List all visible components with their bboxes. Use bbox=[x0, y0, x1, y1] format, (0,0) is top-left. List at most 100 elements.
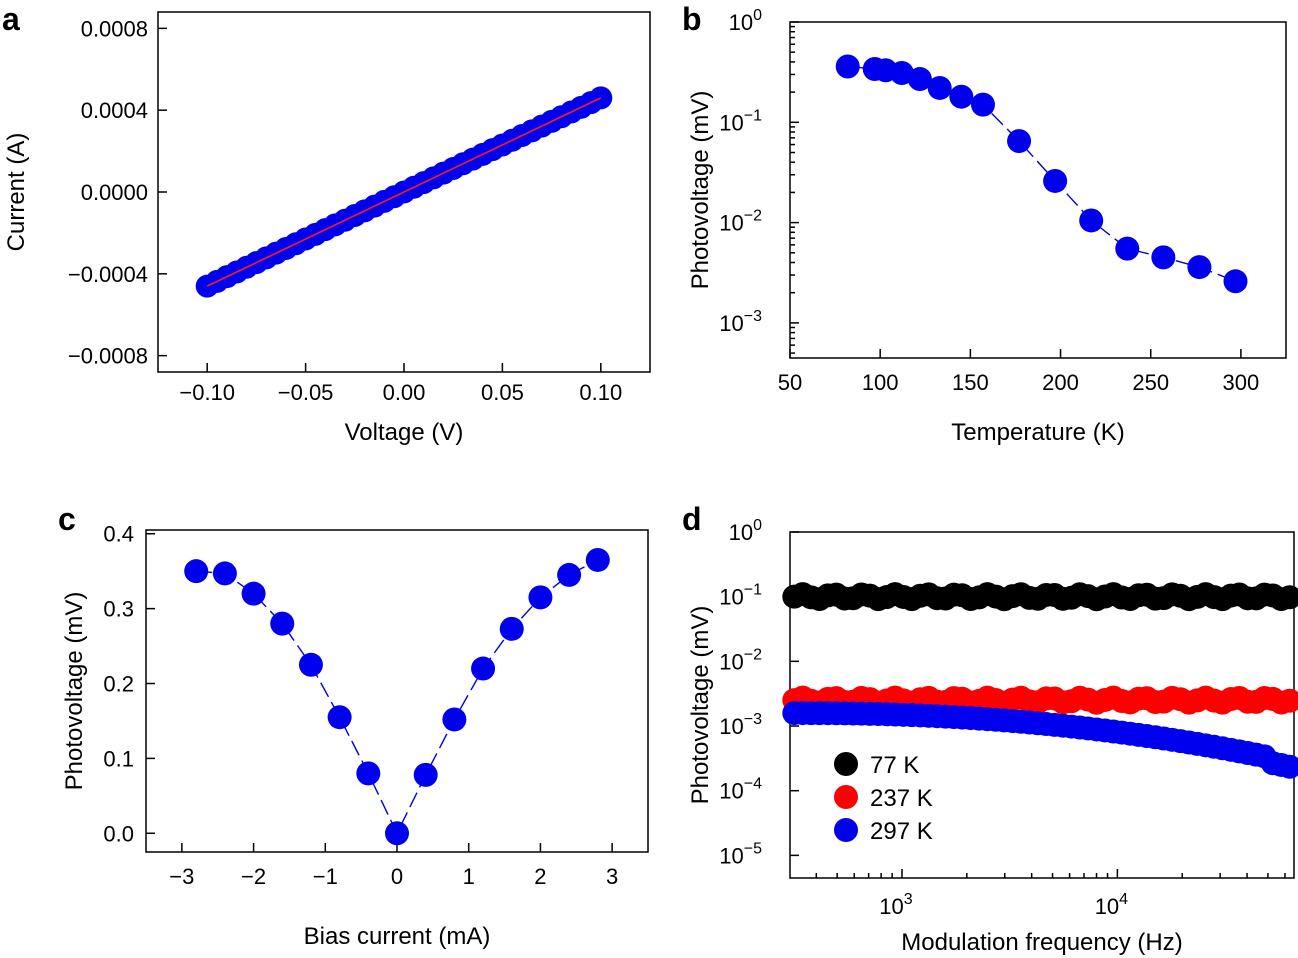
panel-b-data-point bbox=[835, 54, 860, 79]
panel-c-x-tick-label: 2 bbox=[534, 864, 546, 889]
panel-b-data-point bbox=[1187, 255, 1212, 280]
panel-c-data-point bbox=[298, 652, 323, 677]
panel-a: a −0.10 −0.05 0.00 0.05 0.10 −0.0008 −0.0004 0.… bbox=[2, 1, 651, 446]
panel-b-y-tick-label: 100 bbox=[729, 7, 762, 35]
panel-c: c −3 −2 −1 0 1 2 3 0.0 0.1 0.2 0.3 0.4 Bias current … bbox=[58, 501, 649, 950]
panel-c-data-point bbox=[241, 581, 266, 606]
panel-d-y-tick-label: 10−5 bbox=[719, 840, 762, 868]
panel-d-legend-marker bbox=[834, 785, 858, 809]
panel-d-plot-area: 103 104 10−5 10−4 10−3 10−2 10−1 100 Modulation … bbox=[687, 517, 1298, 956]
panel-d-x-tick-label: 103 bbox=[879, 891, 912, 919]
panel-c-data-point bbox=[499, 616, 524, 641]
panel-d-legend-marker bbox=[834, 818, 858, 842]
panel-b-x-tick-label: 150 bbox=[952, 370, 989, 395]
panel-d-letter: d bbox=[682, 501, 702, 537]
panel-b-plot-area: 50 100 150 200 250 300 10−3 10−2 10−1 100 Temperat… bbox=[687, 7, 1287, 446]
panel-b-letter: b bbox=[682, 1, 702, 37]
panel-b-data-point bbox=[970, 92, 995, 117]
panel-a-x-tick-label: 0.05 bbox=[481, 380, 524, 405]
panel-b-data-point bbox=[1223, 269, 1248, 294]
panel-a-y-axis-title: Current (A) bbox=[3, 133, 30, 252]
panel-d-y-axis-title: Photovoltage (mV) bbox=[687, 606, 714, 805]
panel-d-y-tick-label: 10−1 bbox=[719, 582, 762, 610]
panel-b-y-tick-label: 10−1 bbox=[719, 107, 762, 135]
panel-c-data-point bbox=[327, 705, 352, 730]
panel-d-data-point bbox=[1277, 688, 1298, 713]
panel-d-legend-label: 297 K bbox=[870, 818, 933, 845]
panel-c-data-point bbox=[528, 585, 553, 610]
panel-c-data-point bbox=[442, 707, 467, 732]
panel-b-data-point bbox=[949, 84, 974, 109]
panel-d-y-tick-label: 10−4 bbox=[719, 776, 762, 804]
panel-b-y-tick-label: 10−2 bbox=[719, 208, 762, 236]
panel-c-plot-area: −3 −2 −1 0 1 2 3 0.0 0.1 0.2 0.3 0.4 Bias current (m… bbox=[61, 522, 649, 950]
panel-c-data-point bbox=[557, 562, 582, 587]
panel-c-data-point bbox=[385, 821, 409, 846]
panel-c-data-point bbox=[413, 762, 438, 787]
panel-c-data-point bbox=[270, 611, 295, 636]
panel-c-x-tick-label: 3 bbox=[606, 864, 618, 889]
panel-c-y-tick-label: 0.4 bbox=[103, 522, 134, 547]
panel-a-plot-area: −0.10 −0.05 0.00 0.05 0.10 −0.0008 −0.0004 0.00… bbox=[3, 11, 651, 446]
panel-a-y-tick-label: −0.0008 bbox=[68, 344, 148, 369]
panel-d-legend-label: 77 K bbox=[870, 752, 919, 779]
panel-b-series-line bbox=[847, 65, 1236, 282]
panel-b-x-axis-title: Temperature (K) bbox=[951, 419, 1124, 446]
panel-c-y-tick-label: 0.1 bbox=[103, 746, 134, 771]
panel-a-x-axis-title: Voltage (V) bbox=[345, 419, 464, 446]
panel-c-letter: c bbox=[58, 501, 76, 537]
panel-b-x-tick-label: 200 bbox=[1042, 370, 1079, 395]
panel-a-letter: a bbox=[2, 1, 20, 37]
panel-c-y-tick-label: 0.2 bbox=[103, 672, 134, 697]
panel-d-legend-marker bbox=[834, 752, 858, 776]
panel-b-data-point bbox=[1151, 245, 1176, 270]
panel-d-x-axis-title: Modulation frequency (Hz) bbox=[901, 929, 1182, 956]
panel-c-data-point bbox=[585, 547, 610, 572]
panel-c-x-tick-label: 1 bbox=[463, 864, 475, 889]
panel-b-data-point bbox=[1079, 208, 1104, 233]
panel-b-data-point bbox=[927, 75, 952, 100]
panel-c-y-tick-label: 0.0 bbox=[103, 821, 134, 846]
panel-b-data-point bbox=[907, 67, 932, 92]
panel-c-x-tick-label: −2 bbox=[241, 864, 266, 889]
panel-b: b 50 100 150 200 250 300 10−3 10−2 10−1 100 Temper… bbox=[682, 1, 1287, 446]
panel-c-x-tick-label: −3 bbox=[169, 864, 194, 889]
panel-b-data-point bbox=[1007, 129, 1032, 154]
panel-a-y-tick-label: 0.0000 bbox=[81, 180, 148, 205]
panel-b-axes-frame bbox=[789, 21, 1287, 359]
panel-c-x-tick-label: −1 bbox=[313, 864, 338, 889]
panel-c-x-axis-title: Bias current (mA) bbox=[304, 923, 491, 950]
panel-b-x-tick-label: 300 bbox=[1223, 370, 1260, 395]
panel-d-y-tick-label: 100 bbox=[729, 517, 762, 545]
panel-c-x-tick-label: 0 bbox=[391, 864, 403, 889]
panel-a-y-tick-label: −0.0004 bbox=[68, 262, 148, 287]
panel-b-data-point bbox=[1043, 168, 1068, 193]
panel-b-x-tick-label: 250 bbox=[1132, 370, 1169, 395]
panel-b-data-point bbox=[889, 61, 914, 86]
panel-a-x-tick-label: −0.10 bbox=[179, 380, 235, 405]
panel-d: d 103 104 10−5 10−4 10−3 10−2 10−1 100 Modulatio… bbox=[682, 501, 1298, 956]
panel-d-legend-label: 237 K bbox=[870, 785, 933, 812]
panel-c-y-axis-title: Photovoltage (mV) bbox=[61, 592, 88, 791]
panel-a-fit-line bbox=[206, 97, 602, 287]
panel-a-x-tick-label: 0.00 bbox=[383, 380, 426, 405]
panel-d-data-point bbox=[1277, 585, 1298, 610]
panel-c-data-point bbox=[356, 761, 381, 786]
panel-b-x-tick-label: 50 bbox=[778, 370, 802, 395]
panel-a-y-tick-label: 0.0004 bbox=[81, 98, 148, 123]
panel-d-y-tick-label: 10−2 bbox=[719, 646, 762, 674]
panel-a-x-tick-label: −0.05 bbox=[278, 380, 334, 405]
panel-c-data-point bbox=[184, 559, 209, 584]
panel-b-y-tick-label: 10−3 bbox=[719, 308, 762, 336]
panel-b-data-point bbox=[1115, 236, 1140, 261]
panel-d-x-tick-label: 104 bbox=[1095, 891, 1128, 919]
panel-d-data-point bbox=[1277, 754, 1298, 779]
panel-c-data-point bbox=[212, 561, 237, 586]
panel-a-x-tick-label: 0.10 bbox=[579, 380, 622, 405]
panel-b-x-tick-label: 100 bbox=[862, 370, 899, 395]
panel-a-y-tick-label: 0.0008 bbox=[81, 16, 148, 41]
panel-c-y-tick-label: 0.3 bbox=[103, 597, 134, 622]
panel-c-data-point bbox=[471, 656, 496, 681]
panel-b-y-axis-title: Photovoltage (mV) bbox=[687, 91, 714, 290]
